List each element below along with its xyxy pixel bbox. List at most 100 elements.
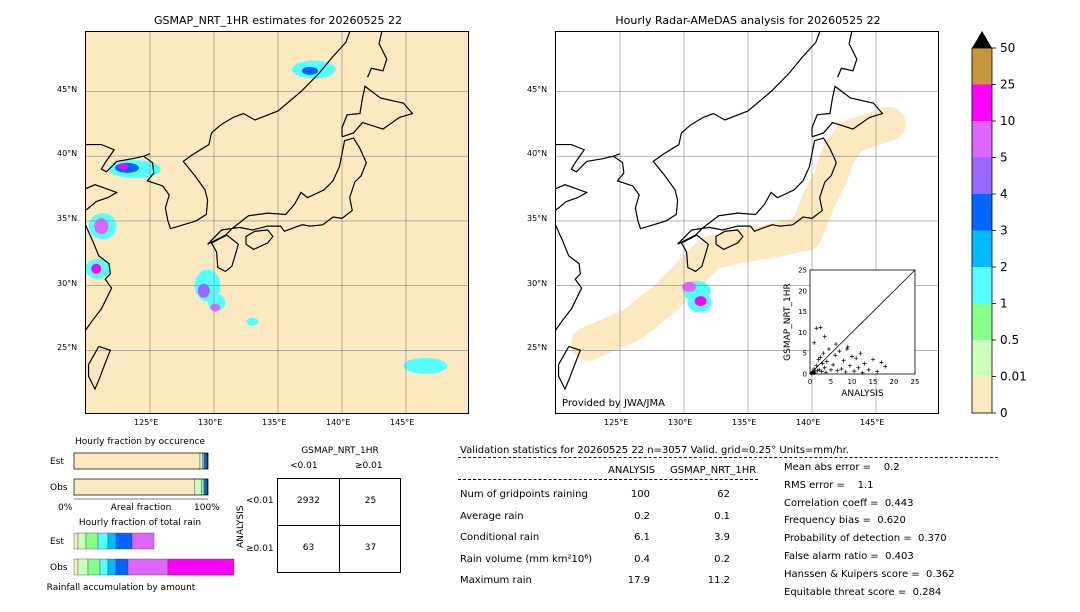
colorbar-label: 25 [1000, 78, 1015, 92]
bar-segment [201, 478, 205, 496]
coastline [86, 143, 151, 173]
stat-label: Conditional rain [460, 532, 540, 543]
bar-category-label: Est [50, 537, 64, 547]
colorbar-segment [972, 230, 992, 267]
coastline [715, 229, 744, 251]
stat-label: Average rain [460, 510, 524, 522]
colorbar-label: 5 [1000, 151, 1008, 165]
validation-col-gsmap: GSMAP_NRT_1HR [670, 465, 757, 476]
coastline [367, 32, 388, 78]
skill-score: Equitable threat score = 0.284 [784, 586, 942, 598]
scatter-point [835, 368, 840, 373]
scatter-point [818, 325, 823, 330]
colorbar-segment [972, 340, 992, 377]
coastline [556, 184, 589, 331]
scatter-x-tick: 0 [808, 378, 812, 386]
scatter-point [858, 351, 863, 356]
colorbar-segment [972, 157, 992, 194]
lon-label: 140°E [326, 418, 351, 427]
bar-segment [97, 532, 109, 550]
axis-min-label: 0% [58, 503, 73, 513]
scatter-point [883, 364, 888, 369]
scatter-point [834, 342, 839, 347]
validation-col-divider [458, 479, 758, 480]
scatter-x-tick: 15 [869, 378, 878, 386]
scatter-point [847, 363, 852, 368]
rain-cell [210, 303, 221, 312]
bar-category-label: Est [50, 457, 64, 467]
rain-cell [682, 281, 697, 292]
scatter-y-tick: 15 [798, 308, 807, 316]
scatter-point [810, 371, 815, 376]
bar-segment [115, 532, 133, 550]
scatter-x-tick: 20 [890, 378, 899, 386]
occurrence-chart: Est Obs 0% 100% Areal fraction [50, 452, 220, 513]
lat-label: 45°N [527, 84, 548, 94]
bar-segment [194, 478, 202, 496]
left-map-title: GSMAP_NRT_1HR estimates for 20260525 22 [153, 14, 403, 27]
scatter-point [871, 357, 875, 362]
stat-gsmap-value: 11.2 [707, 575, 730, 586]
lat-label: 25°N [57, 343, 78, 353]
cell-false-alarm: 25 [364, 496, 377, 506]
scatter-ylabel: GSMAP_NRT_1HR [783, 283, 793, 361]
colorbar-label: 50 [1000, 41, 1015, 55]
bar-segment [202, 452, 205, 470]
right-map-canvas [556, 32, 938, 413]
skill-score: Hanssen & Kuipers score = 0.362 [784, 568, 955, 580]
scatter-x-tick: 25 [911, 378, 920, 386]
one-to-one-line [809, 269, 916, 375]
scatter-y-tick: 25 [798, 267, 807, 275]
lon-label: 130°E [198, 418, 223, 427]
scatter-point [860, 370, 865, 375]
lon-label: 135°E [732, 418, 757, 427]
colorbar-extend-arrow [972, 31, 992, 48]
cell-hit-neg: 2932 [297, 496, 320, 506]
colorbar-segment [972, 376, 992, 413]
lon-label: 125°E [604, 418, 629, 427]
scatter-point [879, 360, 884, 365]
rain-cell [197, 283, 210, 298]
coastline [210, 234, 240, 273]
scatter-y-tick: 20 [798, 287, 807, 295]
bar-segment [73, 558, 79, 576]
validation-header: Validation statistics for 20260525 22 n=… [460, 445, 849, 456]
scatter-inset: 0 5 10 15 20 25 0 5 10 15 20 25 ANALYSIS GSMAP_NRT_1H… [783, 267, 920, 400]
left-map-canvas [86, 32, 468, 413]
scatter-point [821, 351, 826, 356]
bar-frame [73, 452, 209, 470]
scatter-point [831, 362, 836, 367]
coastline [86, 184, 119, 331]
coastline [143, 124, 221, 230]
contingency-row-2: ≥0.01 [246, 544, 274, 554]
contingency-title: GSMAP_NRT_1HR [301, 446, 379, 456]
bar-segment [203, 478, 207, 496]
bar-segment [127, 558, 169, 576]
colorbar-label: 3 [1000, 224, 1008, 238]
coastline [837, 32, 858, 78]
bar-category-label: Obs [50, 483, 68, 493]
bar-segment [99, 558, 109, 576]
bar-segment [87, 558, 101, 576]
lon-label: 125°E [134, 418, 159, 427]
right-map-title: Hourly Radar-AMeDAS analysis for 2026052… [615, 14, 881, 27]
scatter-point [814, 326, 819, 331]
bar-frame [73, 478, 209, 496]
lat-label: 45°N [57, 84, 78, 94]
left-map [85, 31, 469, 414]
colorbar-segment [972, 121, 992, 158]
cell-hit: 37 [364, 543, 377, 553]
contingency-col-1: <0.01 [290, 461, 318, 471]
coastline [811, 85, 884, 138]
scatter-point [819, 369, 824, 374]
colorbar-segment [972, 48, 992, 85]
scatter-point [820, 361, 825, 366]
lat-label: 25°N [527, 343, 548, 353]
axis-max-label: 100% [194, 503, 220, 513]
colorbar: 50 25 10 5 4 3 2 1 0.5 0.01 0 [971, 31, 1027, 420]
bar-xlabel: Rainfall accumulation by amount [47, 583, 196, 593]
coastline [87, 345, 112, 391]
bar-segment [199, 452, 203, 470]
stat-label: Num of gridpoints raining [460, 489, 588, 500]
stat-gsmap-value: 62 [717, 489, 730, 500]
